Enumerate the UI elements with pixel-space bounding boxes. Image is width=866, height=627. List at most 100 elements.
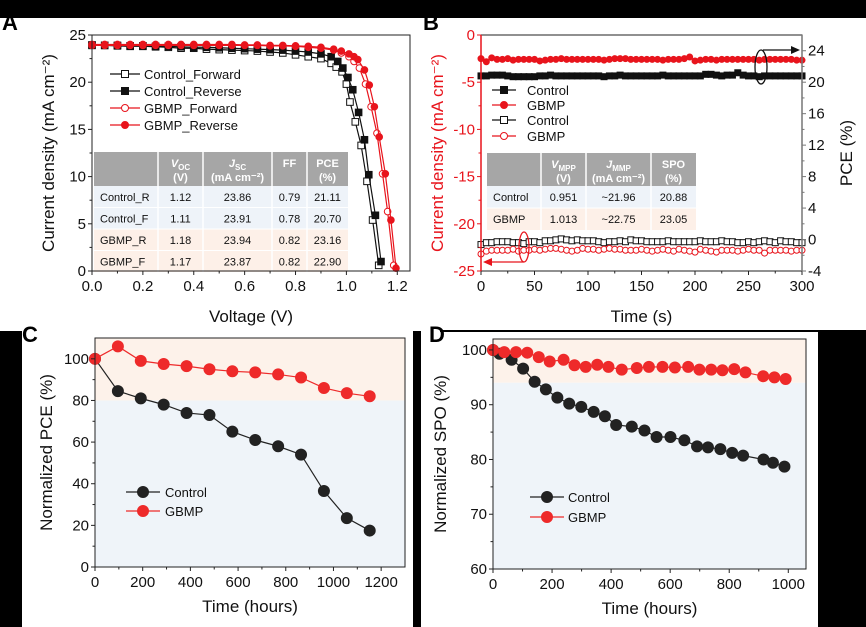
data-point — [500, 116, 508, 124]
data-point — [500, 86, 508, 94]
data-point — [768, 371, 781, 384]
x-axis-title: Time (hours) — [202, 597, 298, 616]
data-point — [228, 40, 236, 49]
x-tick-label: 150 — [629, 278, 654, 295]
data-point — [317, 381, 330, 394]
data-point — [121, 87, 129, 95]
data-point — [757, 370, 770, 383]
table-cell: 23.86 — [224, 192, 252, 204]
data-point — [203, 409, 216, 422]
data-point — [591, 358, 604, 371]
header-symbol: J — [606, 159, 613, 171]
axes-panel-D: 0 200 400 600 800 1000 60 70 80 90 100 Time (hours)… — [431, 338, 807, 618]
axes-panel-C: 0 200 400 600 800 1000 1200 0 20 40 60 80 100 Time (h… — [37, 337, 406, 616]
table-cell: 0.82 — [279, 256, 300, 268]
data-point — [354, 55, 362, 64]
legend-item: Control — [492, 113, 569, 128]
legend-item: GBMP — [530, 510, 606, 525]
data-point — [755, 246, 763, 254]
plot-frame — [492, 338, 807, 570]
y-tick-label: 90 — [470, 397, 487, 414]
table-cell: 20.88 — [660, 192, 688, 204]
data-point — [113, 40, 122, 49]
data-point — [691, 440, 704, 453]
data-point — [253, 41, 262, 49]
table-row-bg — [487, 186, 696, 208]
x-tick-label: 600 — [658, 576, 683, 593]
data-point — [327, 52, 335, 61]
data-point — [575, 400, 588, 413]
table-cell: 23.16 — [314, 235, 342, 247]
data-point — [139, 40, 147, 49]
legend-label: GBMP_Forward — [144, 101, 237, 116]
data-point — [317, 485, 330, 498]
data-point — [726, 446, 739, 459]
data-point — [344, 73, 352, 82]
data-point — [348, 85, 357, 94]
table-cell: ~22.75 — [602, 214, 636, 226]
data-point — [587, 405, 600, 418]
table-cell: ~21.96 — [602, 192, 636, 204]
data-point — [111, 340, 124, 353]
header-symbol: V — [171, 158, 180, 170]
x-tick-label: 1000 — [317, 574, 350, 591]
background-band — [493, 382, 806, 569]
legend-item: Control — [530, 490, 610, 505]
header-symbol: PCE — [316, 158, 339, 170]
data-point — [528, 375, 541, 388]
header-symbol: FF — [283, 158, 297, 170]
data-point — [638, 424, 651, 437]
table-cell: 22.90 — [314, 256, 342, 268]
y-tick-label: -25 — [453, 263, 475, 280]
table-cell: 20.70 — [314, 213, 342, 225]
y-tick-label: 40 — [72, 476, 89, 493]
data-point — [157, 358, 170, 371]
data-point — [705, 363, 718, 376]
data-point — [340, 512, 353, 525]
data-point — [610, 418, 623, 431]
table-row-label: Control_R — [100, 192, 150, 204]
data-point — [779, 372, 792, 385]
x-axis-title: Time (hours) — [602, 599, 698, 618]
legend: Control GBMP — [126, 485, 207, 519]
data-point — [342, 80, 351, 88]
data-point — [664, 431, 677, 444]
table-header-cell: JSC — [229, 158, 246, 172]
background-band — [95, 400, 405, 567]
data-point — [340, 387, 353, 400]
data-point — [568, 359, 581, 372]
data-point — [693, 363, 706, 376]
table-row-label: Control_F — [100, 213, 149, 225]
series-control-0 — [487, 343, 791, 473]
x-tick-label: 200 — [682, 278, 707, 295]
data-point — [249, 434, 262, 447]
data-point — [541, 491, 553, 503]
data-point — [364, 170, 373, 179]
data-point — [539, 383, 552, 396]
table-cell: 0.79 — [279, 192, 300, 204]
right-arrowhead-icon — [791, 46, 800, 54]
x-tick-label: 0 — [477, 278, 485, 295]
axis-indicator-annotations — [483, 46, 800, 266]
black-border-left — [0, 331, 22, 627]
table-header-cell: FF — [283, 158, 297, 170]
black-border-middle — [413, 331, 421, 627]
data-point — [625, 420, 638, 433]
y-tick-label: 5 — [78, 216, 86, 233]
data-point — [691, 248, 699, 256]
legend-item: Control_Reverse — [110, 84, 242, 99]
y2-tick-label: 4 — [808, 200, 816, 217]
table-row-label: Control — [493, 192, 528, 204]
data-point — [226, 365, 239, 378]
parameter-table: VOC(V) JSC(mA cm⁻²) FF PCE (%) Control_R 1.12 2… — [94, 152, 348, 272]
data-point — [317, 43, 325, 52]
y-tick-label: 60 — [470, 561, 487, 578]
axes-panel-A: 0.0 0.2 0.4 0.6 0.8 1.0 1.2 0 5 10 15 20 25 Voltage (… — [39, 27, 411, 326]
y-tick-label: 0 — [467, 27, 475, 44]
data-point — [329, 45, 338, 53]
y-tick-label: 20 — [72, 517, 89, 534]
data-point — [279, 41, 287, 50]
x-tick-label: 200 — [540, 576, 565, 593]
table-cell: 23.87 — [224, 256, 252, 268]
